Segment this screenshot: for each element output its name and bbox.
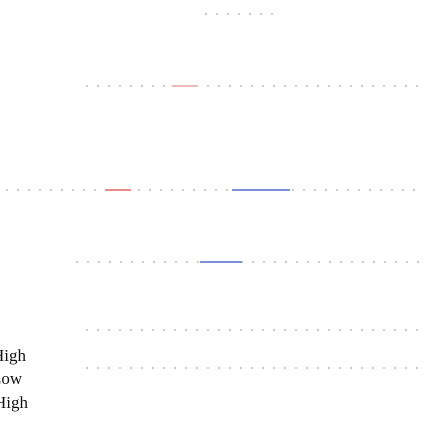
label: High: [0, 346, 27, 365]
label: High: [0, 393, 29, 412]
label: Low: [0, 369, 23, 388]
